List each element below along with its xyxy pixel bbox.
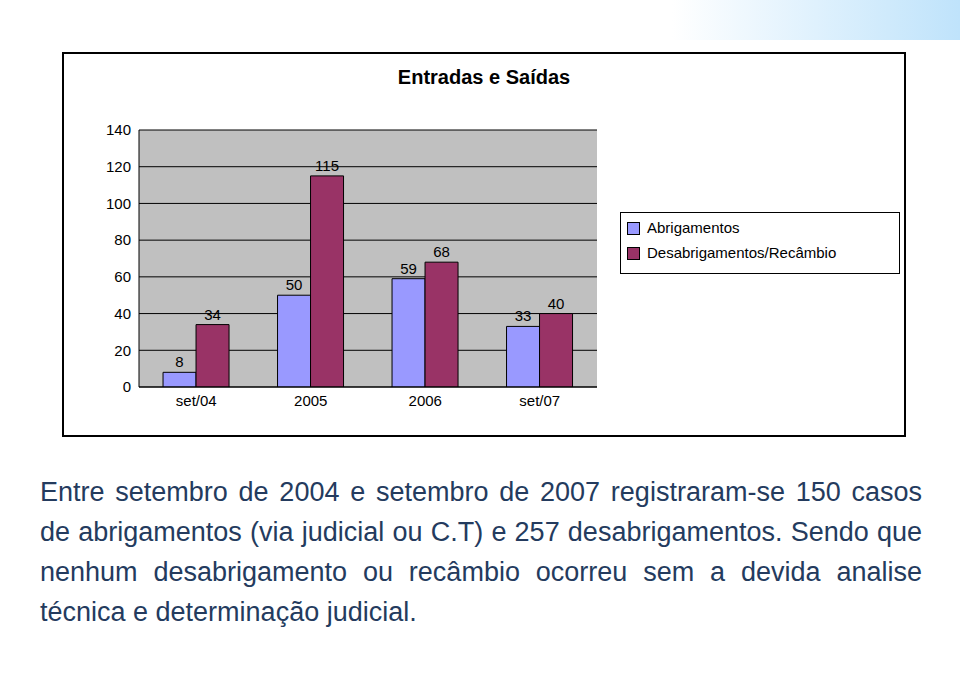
svg-text:59: 59 [400, 260, 417, 277]
svg-text:68: 68 [433, 243, 450, 260]
svg-text:2006: 2006 [409, 392, 442, 409]
html-text:Abrigamentos: Abrigamentos [647, 219, 740, 236]
html-text:Desabrigamentos/Recâmbio: Desabrigamentos/Recâmbio [647, 244, 837, 261]
svg-text:33: 33 [515, 307, 532, 324]
svg-text:80: 80 [114, 231, 131, 248]
svg-text:2005: 2005 [294, 392, 327, 409]
html-text:Entre setembro de 2004 e setem: Entre setembro de 2004 e setembro de 200… [40, 477, 922, 627]
svg-text:60: 60 [114, 268, 131, 285]
svg-text:115: 115 [315, 157, 339, 174]
svg-text:100: 100 [106, 195, 131, 212]
svg-text:set/04: set/04 [176, 392, 217, 409]
svg-text:20: 20 [114, 342, 131, 359]
svg-text:0: 0 [123, 378, 131, 395]
svg-text:120: 120 [106, 158, 131, 175]
svg-text:34: 34 [204, 306, 221, 323]
svg-text:140: 140 [106, 121, 131, 138]
svg-text:50: 50 [286, 276, 303, 293]
svg-text:40: 40 [548, 295, 565, 312]
svg-text:set/07: set/07 [519, 392, 560, 409]
svg-text:8: 8 [175, 353, 183, 370]
html-text:Entradas e Saídas: Entradas e Saídas [397, 66, 571, 88]
svg-text:40: 40 [114, 305, 131, 322]
